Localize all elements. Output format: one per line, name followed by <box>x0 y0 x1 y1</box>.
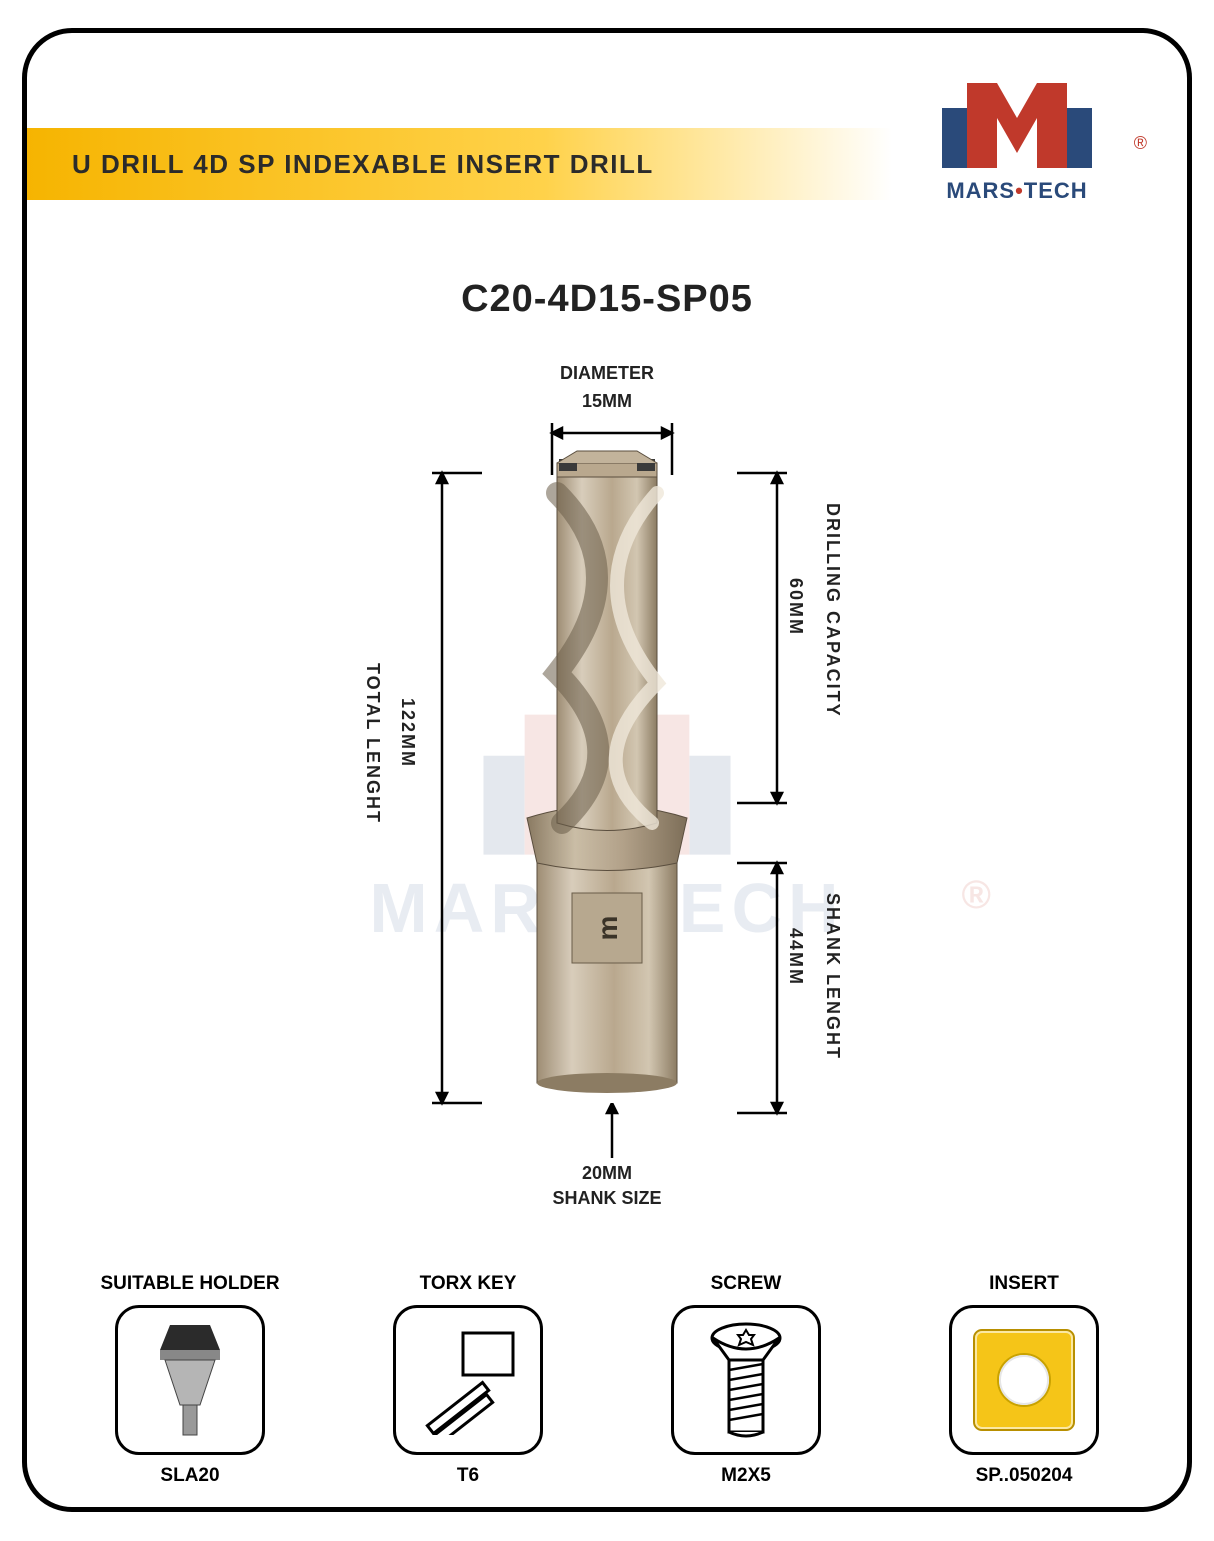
spec-card: U DRILL 4D SP INDEXABLE INSERT DRILL MAR… <box>22 28 1192 1512</box>
accessory-insert: INSERT SP..050204 <box>909 1273 1139 1487</box>
insert-code: SP..050204 <box>909 1465 1139 1487</box>
insert-title: INSERT <box>909 1273 1139 1295</box>
accessory-row: SUITABLE HOLDER SLA20 TORX KEY <box>27 1273 1187 1487</box>
shank-length-label: SHANK LENGHT <box>822 893 843 1060</box>
title-bar: U DRILL 4D SP INDEXABLE INSERT DRILL <box>22 128 892 200</box>
accessory-torx: TORX KEY T6 <box>353 1273 583 1487</box>
svg-text:m: m <box>592 916 623 941</box>
mars-tech-logo-icon <box>932 73 1102 173</box>
diameter-value: 15MM <box>27 391 1187 412</box>
screw-icon-box <box>671 1305 821 1455</box>
holder-code: SLA20 <box>75 1465 305 1487</box>
screw-code: M2X5 <box>631 1465 861 1487</box>
total-length-value: 122MM <box>397 698 418 768</box>
accessory-holder: SUITABLE HOLDER SLA20 <box>75 1273 305 1487</box>
torx-title: TORX KEY <box>353 1273 583 1295</box>
dimension-diagram: MARS•TECH ® DIAMETER 15MM TOTAL LENGHT 1… <box>27 363 1187 1233</box>
diameter-label: DIAMETER <box>27 363 1187 384</box>
registered-mark: ® <box>1134 133 1147 154</box>
brand-name-1: MARS <box>946 178 1015 203</box>
holder-icon <box>140 1320 240 1440</box>
shank-length-dimension-line <box>727 853 797 1123</box>
insert-icon-box <box>949 1305 1099 1455</box>
holder-title: SUITABLE HOLDER <box>75 1273 305 1295</box>
part-number: C20-4D15-SP05 <box>27 278 1187 321</box>
insert-icon <box>964 1320 1084 1440</box>
drilling-capacity-dimension-line <box>727 463 797 813</box>
total-length-dimension-line <box>422 463 492 1113</box>
screw-icon <box>701 1320 791 1440</box>
torx-key-icon <box>413 1325 523 1435</box>
torx-code: T6 <box>353 1465 583 1487</box>
holder-icon-box <box>115 1305 265 1455</box>
drill-illustration: m <box>477 423 737 1103</box>
screw-title: SCREW <box>631 1273 861 1295</box>
total-length-label: TOTAL LENGHT <box>362 663 383 824</box>
shank-size-leader <box>592 1103 632 1173</box>
diameter-dimension-line <box>532 415 692 485</box>
title-text: U DRILL 4D SP INDEXABLE INSERT DRILL <box>72 149 654 180</box>
brand-logo: MARS•TECH ® <box>897 73 1137 204</box>
drilling-capacity-label: DRILLING CAPACITY <box>822 503 843 718</box>
brand-dot: • <box>1015 178 1024 203</box>
brand-name-2: TECH <box>1024 178 1088 203</box>
shank-size-label: SHANK SIZE <box>27 1188 1187 1209</box>
torx-icon-box <box>393 1305 543 1455</box>
accessory-screw: SCREW <box>631 1273 861 1487</box>
